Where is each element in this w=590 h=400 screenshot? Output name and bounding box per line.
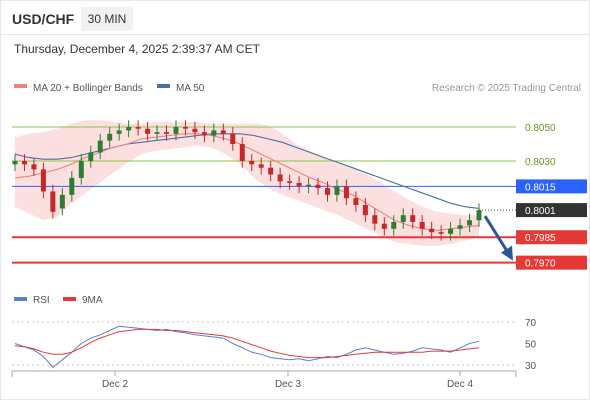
candle-body (40, 169, 46, 192)
candle-body (126, 127, 132, 131)
candle-body (306, 184, 312, 187)
x-tick-label: Dec 4 (447, 379, 474, 390)
candle-body (88, 152, 94, 161)
candle-body (400, 215, 406, 222)
candle-body (343, 186, 349, 199)
candle-body (372, 215, 378, 224)
candle-body (296, 182, 302, 187)
level-label-0.8001: 0.8001 (525, 206, 556, 217)
rsi-tick-30: 30 (525, 361, 537, 372)
candle-body (391, 221, 397, 229)
level-label-0.7985: 0.7985 (525, 233, 556, 244)
candle-body (258, 164, 264, 168)
timeframe-tab[interactable]: 30 MIN (81, 7, 133, 31)
candle-body (220, 130, 226, 134)
level-label-0.8050: 0.8050 (525, 123, 556, 134)
symbol-title: USD/CHF (12, 11, 75, 27)
candle-body (201, 132, 207, 136)
candle-body (12, 160, 18, 165)
x-tick-label: Dec 3 (275, 379, 302, 390)
rsi-ma-legend-label: 9MA (82, 295, 103, 306)
candle-body (381, 223, 387, 229)
candle-body (211, 130, 217, 136)
candle-body (334, 186, 340, 195)
level-tag-0.7970 (516, 255, 587, 270)
candle-body (182, 127, 188, 129)
candle-body (315, 184, 321, 189)
candle-body (353, 198, 359, 206)
level-label-0.7970: 0.7970 (525, 259, 556, 270)
candle-body (438, 232, 444, 234)
candle-body (448, 228, 454, 234)
candle-body (410, 215, 416, 222)
ma50-legend-label: MA 50 (176, 83, 205, 94)
price-panel: 0.8050 0.8030 0.8015 0.8001 0.7985 0.7970 (12, 120, 587, 270)
candle-body (230, 133, 236, 144)
rsi-series-9ma (14, 328, 480, 359)
level-tag-0.7985 (516, 230, 587, 245)
ma20-legend-swatch (14, 84, 27, 88)
level-tag-0.8001 (516, 203, 587, 218)
level-label-0.8030: 0.8030 (525, 157, 556, 168)
candle-body (249, 160, 255, 165)
x-tick-label: Dec 2 (102, 379, 129, 390)
candle-body (31, 164, 37, 170)
x-axis: Dec 2 Dec 3 Dec 4 (11, 370, 517, 390)
ma50-legend-swatch (157, 84, 170, 88)
candle-body (59, 194, 65, 209)
candle-body (164, 132, 170, 134)
candle-body (324, 188, 330, 195)
credit-text: Research © 2025 Trading Central (432, 83, 581, 94)
candle-body (277, 174, 283, 182)
forecast-arrow-head (501, 245, 513, 261)
candle-body (78, 160, 84, 178)
ma20-legend-label: MA 20 + Bollinger Bands (33, 83, 143, 94)
candle-body (419, 221, 425, 229)
chart-timestamp: Thursday, December 4, 2025 2:39:37 AM CE… (14, 42, 260, 56)
candle-body (476, 210, 482, 221)
candle-body (192, 128, 198, 133)
candle-body (116, 130, 122, 134)
candle-body (362, 205, 368, 216)
rsi-legend-swatch (14, 297, 27, 301)
rsi-tick-70: 70 (525, 318, 537, 329)
rsi-panel: 70 50 30 (12, 318, 537, 372)
chart-header: USD/CHF 30 MIN (1, 1, 589, 35)
candle-body (97, 140, 103, 153)
candle-body (154, 132, 160, 134)
candle-body (457, 225, 463, 229)
candle-body (467, 220, 473, 226)
candle-body (268, 167, 274, 175)
bollinger-band-area (15, 120, 479, 246)
level-tag-0.8015 (516, 179, 587, 194)
forecast-arrow-shaft (483, 215, 510, 254)
candle-body (429, 228, 435, 233)
rsi-tick-50: 50 (525, 340, 537, 351)
candle-body (21, 160, 27, 165)
candle-body (135, 127, 141, 129)
candle-body (173, 127, 179, 134)
candle-body (69, 177, 75, 195)
rsi-ma-legend-swatch (63, 297, 76, 301)
candle-body (145, 128, 151, 134)
rsi-series-rsi (14, 325, 480, 368)
rsi-legend-label: RSI (33, 295, 50, 306)
level-label-0.8015: 0.8015 (525, 182, 556, 193)
candle-body (50, 191, 56, 212)
candle-body (107, 133, 113, 141)
candle-body (287, 181, 293, 183)
candle-body (239, 143, 245, 161)
